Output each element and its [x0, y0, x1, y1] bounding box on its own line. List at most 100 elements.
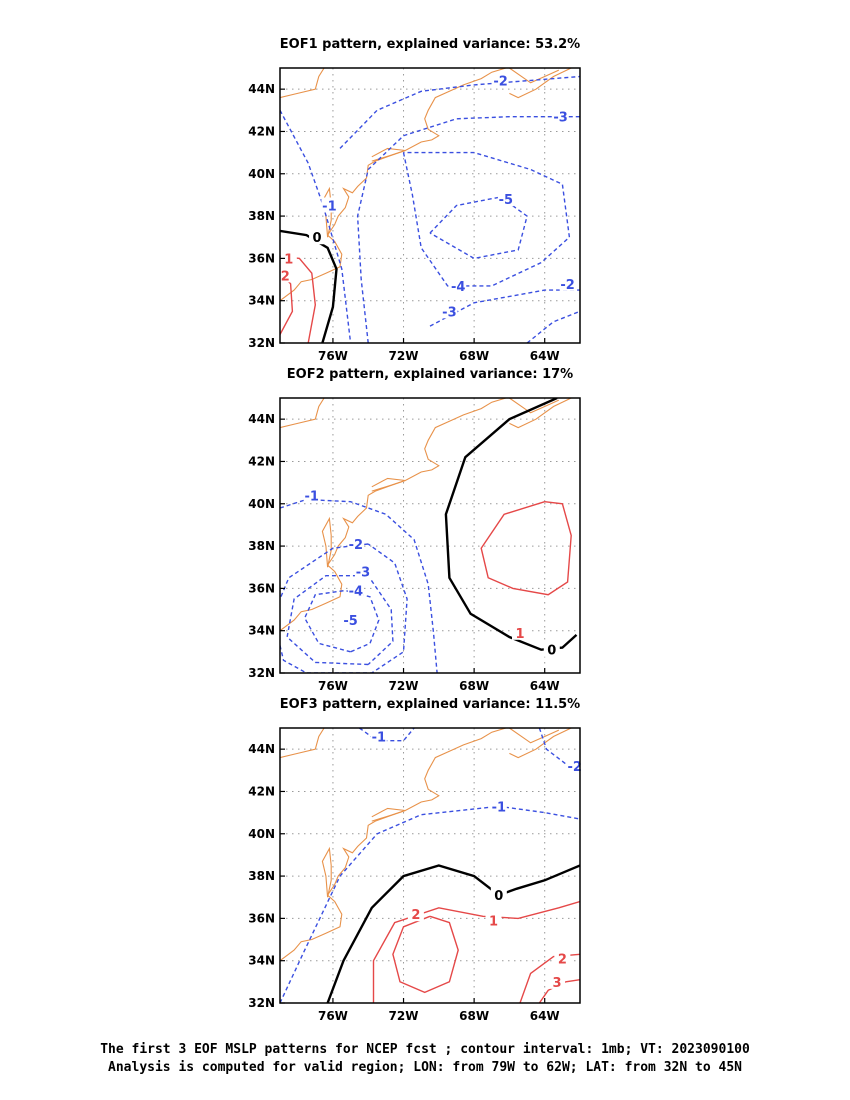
coastline-segment: [280, 728, 507, 962]
figure-caption-line-1: The first 3 EOF MSLP patterns for NCEP f…: [100, 1042, 750, 1057]
coastline-segment: [371, 807, 406, 822]
contour-line: [303, 589, 380, 653]
contour-label: 3: [553, 976, 562, 991]
y-tick-label: 38N: [248, 209, 275, 223]
contour-label: -5: [343, 614, 357, 629]
coastline: [280, 728, 572, 962]
contour-line: [429, 196, 528, 260]
x-tick-label: 64W: [530, 349, 560, 363]
x-tick-label: 68W: [459, 679, 489, 693]
coastline-segment: [280, 398, 325, 429]
x-tick-label: 76W: [318, 679, 348, 693]
y-tick-label: 34N: [248, 624, 275, 638]
contour-label: -1: [492, 800, 506, 815]
contour-label: -4: [349, 585, 363, 600]
contour-label-bg: [566, 758, 583, 774]
eof-panel-2: EOF2 pattern, explained variance: 17% 0 1 -…: [248, 367, 581, 693]
contour-line: [339, 75, 580, 149]
contour-label: 0: [547, 644, 556, 659]
coastline-segment: [280, 728, 325, 759]
contour-label: -2: [493, 75, 507, 90]
y-tick-label: 38N: [248, 539, 275, 553]
y-tick-label: 36N: [248, 911, 275, 925]
coastline-segment: [509, 728, 560, 744]
eof-panel-3: EOF3 pattern, explained variance: 11.5% -…: [248, 697, 583, 1023]
panel-title: EOF2 pattern, explained variance: 17%: [287, 367, 573, 382]
y-tick-label: 40N: [248, 167, 275, 181]
contour-line: [372, 900, 580, 1003]
contour-line: [392, 915, 459, 994]
contour-label-bg: [552, 108, 569, 124]
coastline: [280, 398, 572, 632]
figure-caption-line-2: Analysis is computed for valid region; L…: [108, 1060, 742, 1075]
coastline-segment: [509, 68, 572, 99]
y-tick-label: 36N: [248, 251, 275, 265]
contour-label-bg: [554, 950, 571, 966]
contour-label: -3: [442, 305, 456, 320]
contour-label: -1: [322, 200, 336, 215]
contour-line: [358, 728, 415, 742]
y-tick-label: 32N: [248, 336, 275, 350]
coastline-segment: [509, 398, 560, 414]
panel-frame: [279, 67, 581, 344]
y-tick-label: 36N: [248, 581, 275, 595]
contour-label: -2: [567, 760, 581, 775]
contour-label: -5: [499, 193, 513, 208]
contour-label-bg: [407, 906, 424, 922]
contour-label-bg: [485, 912, 502, 928]
x-tick-label: 64W: [530, 1009, 560, 1023]
y-tick-label: 40N: [248, 827, 275, 841]
coastline-segment: [280, 68, 325, 99]
contour-label-bg: [277, 267, 294, 283]
x-tick-label: 68W: [459, 1009, 489, 1023]
contour-label: -1: [372, 730, 386, 745]
y-tick-label: 44N: [248, 742, 275, 756]
x-tick-label: 72W: [389, 679, 419, 693]
contour-line: [402, 151, 571, 287]
y-tick-label: 42N: [248, 784, 275, 798]
y-tick-label: 34N: [248, 294, 275, 308]
contour-label: -3: [356, 565, 370, 580]
contour-line: [326, 864, 580, 1003]
contour-label: 2: [558, 953, 567, 968]
contour-line: [286, 575, 394, 666]
contour-label-bg: [450, 277, 467, 293]
y-tick-label: 34N: [248, 954, 275, 968]
coastline-segment: [321, 516, 332, 568]
contour-line: [280, 805, 580, 1003]
panel-title: EOF1 pattern, explained variance: 53.2%: [280, 37, 580, 52]
contour-label-bg: [559, 275, 576, 291]
y-tick-label: 32N: [248, 996, 275, 1010]
y-tick-label: 32N: [248, 666, 275, 680]
y-tick-label: 42N: [248, 124, 275, 138]
contour-label-bg: [512, 624, 528, 640]
contour-label: 1: [489, 915, 498, 930]
contour-label: -4: [451, 280, 465, 295]
contour-label-bg: [347, 535, 364, 551]
coastline-segment: [509, 728, 572, 759]
contour-line: [356, 115, 580, 343]
contour-line: [280, 229, 338, 343]
eof-figure: EOF1 pattern, explained variance: 53.2% -…: [248, 37, 583, 1023]
contour-label: -1: [305, 489, 319, 504]
coastline-segment: [371, 147, 406, 162]
y-tick-label: 38N: [248, 869, 275, 883]
contour-label: 0: [313, 231, 322, 246]
contour-label: 0: [494, 889, 503, 904]
contour-label: -3: [553, 111, 567, 126]
contour-label: 2: [411, 908, 420, 923]
x-tick-label: 76W: [318, 1009, 348, 1023]
contour-label: -2: [560, 278, 574, 293]
coastline-segment: [509, 398, 572, 429]
eof-panel-1: EOF1 pattern, explained variance: 53.2% -…: [248, 37, 581, 363]
contour-label: 1: [515, 627, 524, 642]
x-tick-label: 68W: [459, 349, 489, 363]
coastline-segment: [509, 68, 560, 84]
contour-line: [444, 398, 578, 651]
contour-label: -2: [349, 538, 363, 553]
contour-label-bg: [321, 197, 338, 213]
x-tick-label: 72W: [389, 349, 419, 363]
y-tick-label: 40N: [248, 497, 275, 511]
contour-line: [526, 310, 580, 343]
contour-lines: [280, 728, 580, 1003]
